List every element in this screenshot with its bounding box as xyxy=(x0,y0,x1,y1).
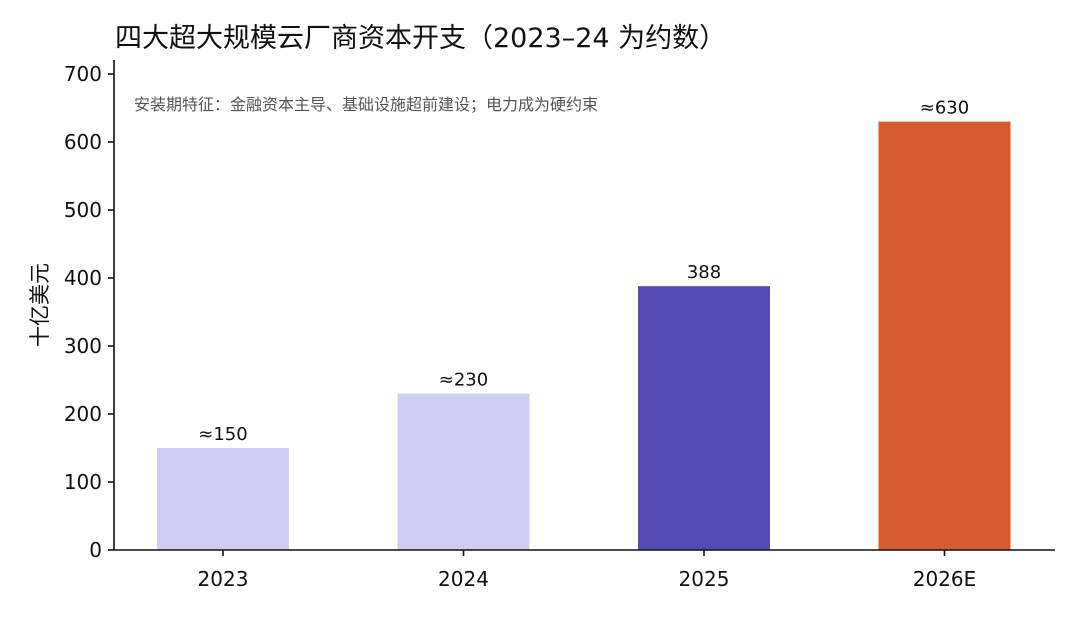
y-tick-label-500: 500 xyxy=(64,198,102,222)
bar-2025 xyxy=(638,286,770,550)
y-tick-label-100: 100 xyxy=(64,470,102,494)
x-tick-label-2025: 2025 xyxy=(679,567,730,591)
y-tick-label-400: 400 xyxy=(64,266,102,290)
y-axis-label: 十亿美元 xyxy=(28,263,52,347)
data-label-2026E: ≈630 xyxy=(920,98,969,119)
bar-2023 xyxy=(157,448,289,550)
y-axis-ticks: 0 100 200 300 400 500 600 700 xyxy=(64,62,114,562)
x-tick-label-2023: 2023 xyxy=(198,567,249,591)
y-tick-label-200: 200 xyxy=(64,402,102,426)
data-label-2025: 388 xyxy=(687,262,721,283)
chart-title: 四大超大规模云厂商资本开支（2023–24 为约数） xyxy=(115,23,726,54)
x-tick-label-2026E: 2026E xyxy=(913,567,977,591)
y-tick-label-700: 700 xyxy=(64,62,102,86)
x-tick-label-2024: 2024 xyxy=(438,567,489,591)
data-label-2024: ≈230 xyxy=(439,370,488,391)
x-axis-ticks: 2023 2024 2025 2026E xyxy=(198,550,977,591)
bar-2026E xyxy=(878,121,1011,550)
y-tick-label-600: 600 xyxy=(64,130,102,154)
y-tick-label-300: 300 xyxy=(64,334,102,358)
bars-group: ≈150 ≈230 388 ≈630 xyxy=(157,98,1011,550)
data-label-2023: ≈150 xyxy=(198,424,247,445)
chart-subtitle: 安装期特征：金融资本主导、基础设施超前建设；电力成为硬约束 xyxy=(134,95,598,114)
bar-2024 xyxy=(397,393,530,550)
y-tick-label-0: 0 xyxy=(89,538,102,562)
